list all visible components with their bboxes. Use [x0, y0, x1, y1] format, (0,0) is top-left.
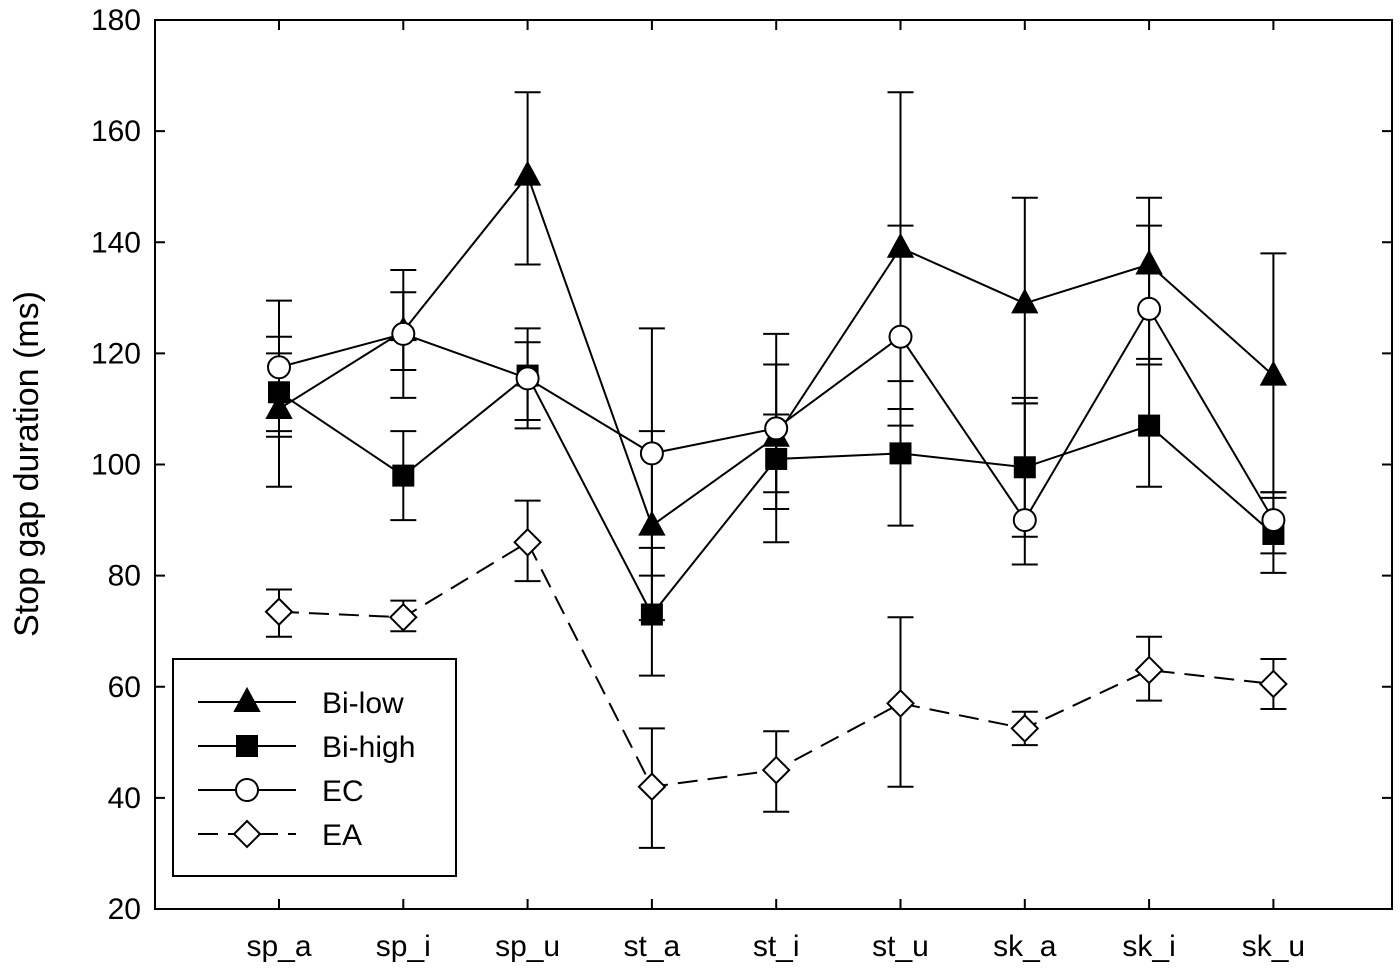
legend-label: Bi-low [322, 687, 404, 720]
x-tick-label: sp_u [495, 930, 560, 963]
x-tick-label: st_i [753, 930, 800, 963]
y-tick-label: 140 [91, 226, 141, 259]
legend-label: EA [322, 819, 362, 852]
data-point-ec [515, 366, 540, 391]
data-point-bi-high [889, 442, 912, 465]
data-point-ec [391, 321, 416, 346]
data-point-ec [888, 324, 913, 349]
tick-layer: 20 40 60 80 100 120 140 160 180 sp_a sp_i sp_u st_a s… [91, 4, 1392, 963]
legend-item-ea: EA [198, 819, 362, 852]
data-point-ea [513, 527, 543, 557]
data-point-bi-low [265, 393, 293, 419]
y-axis-title: Stop gap duration (ms) [8, 291, 46, 637]
x-tick-label: sk_u [1242, 930, 1305, 963]
data-point-bi-low [1259, 360, 1288, 386]
y-tick-label: 180 [91, 4, 141, 37]
error-bar-ec [1011, 396, 1038, 566]
data-point-ea [1258, 669, 1288, 699]
data-point-bi-low [638, 510, 666, 536]
data-point-bi-high [640, 603, 663, 626]
y-tick-label: 20 [108, 893, 141, 926]
y-tick-label: 40 [108, 782, 141, 815]
legend-frame [172, 658, 457, 877]
data-point-ec [1137, 296, 1162, 321]
y-tick-label: 80 [108, 560, 141, 593]
x-tick-label: st_u [872, 930, 929, 963]
x-tick-label: sp_i [376, 930, 431, 963]
x-tick-label: sk_a [993, 930, 1057, 963]
x-tick-label: sk_i [1122, 930, 1175, 963]
data-point-ea [886, 689, 915, 718]
data-point-ea [1134, 655, 1164, 685]
data-point-ec [1261, 508, 1286, 533]
data-point-ea [637, 772, 667, 802]
data-point-ec [764, 416, 789, 441]
y-tick-label: 120 [91, 337, 141, 370]
data-point-bi-low [886, 232, 915, 258]
legend-label: EC [322, 775, 364, 808]
y-tick-label: 60 [108, 671, 141, 704]
y-tick-label: 100 [91, 449, 141, 482]
data-point-ec [1012, 508, 1037, 533]
data-point-bi-high [392, 464, 415, 487]
marker-layer [264, 160, 1288, 802]
data-point-ea [264, 597, 294, 627]
legend-marker-bi-high [236, 735, 258, 757]
legend-marker-ea [232, 819, 262, 849]
data-point-bi-high [1013, 456, 1036, 479]
data-point-ec [267, 355, 291, 380]
legend-item-ec: EC [198, 775, 364, 808]
data-point-bi-high [268, 381, 290, 404]
legend-item-bi-low: Bi-low [198, 686, 404, 720]
data-point-ea [1010, 714, 1040, 743]
legend-label: Bi-high [322, 731, 415, 764]
x-tick-label: st_a [624, 930, 681, 963]
legend-marker-ec [235, 778, 259, 802]
x-tick-label: sp_a [246, 930, 311, 963]
data-point-ec [639, 441, 664, 466]
data-point-bi-high [1138, 414, 1161, 437]
data-point-bi-low [1135, 249, 1163, 275]
data-point-ea [388, 602, 418, 632]
error-bar-ec [1136, 224, 1163, 366]
legend-item-bi-high: Bi-high [198, 731, 415, 764]
legend: Bi-low Bi-high EC EA [172, 658, 457, 877]
data-point-ea [761, 755, 791, 785]
legend-marker-bi-low [233, 686, 261, 712]
y-tick-label: 160 [91, 115, 141, 148]
data-point-bi-low [1011, 288, 1039, 314]
data-point-bi-low [513, 160, 542, 186]
data-point-bi-high [765, 447, 788, 470]
